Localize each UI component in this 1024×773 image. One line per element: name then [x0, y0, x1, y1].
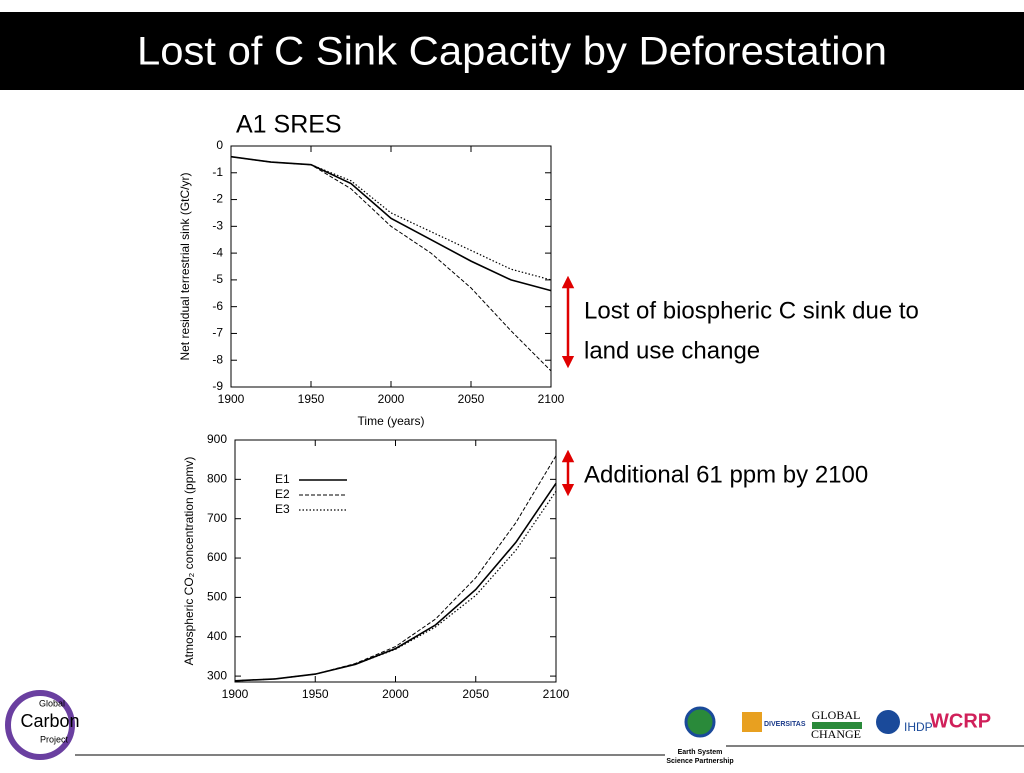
data-line: [234, 455, 557, 682]
y-tick-label: -1: [212, 165, 223, 179]
legend-label: E3: [275, 502, 290, 516]
annotation: land use change: [584, 337, 760, 364]
slide-title: Lost of C Sink Capacity by Deforestation: [137, 30, 887, 74]
logo-text: Project: [40, 734, 69, 744]
logo-globe: [684, 706, 716, 738]
y-tick-label: 0: [216, 138, 223, 152]
essp-logo: Earth System Science Partnership: [666, 706, 734, 765]
y-tick-label: -3: [212, 219, 223, 233]
annotation: Additional 61 ppm by 2100: [584, 461, 868, 488]
x-tick-label: 1900: [218, 392, 245, 406]
logo-text: Earth System: [678, 749, 723, 756]
plot-frame: [230, 145, 552, 388]
x-tick-label: 2000: [378, 392, 405, 406]
y-tick-label: -4: [212, 245, 223, 259]
gcp-logo: Global Carbon Project: [5, 690, 80, 760]
x-tick-label: 1950: [302, 687, 329, 701]
title-bar: [0, 12, 1024, 90]
logo-mark: [742, 712, 762, 732]
y-tick-label: -7: [212, 326, 223, 340]
logo-text: CHANGE: [811, 727, 861, 741]
logo-band: [812, 722, 862, 729]
y-axis-label: Atmospheric CO₂ concentration (ppmv): [182, 457, 196, 666]
logo-text: Carbon: [20, 711, 79, 731]
logo-globe: [876, 710, 900, 734]
x-tick-label: 2100: [543, 687, 570, 701]
annotation: Lost of biospheric C sink due to: [584, 297, 919, 324]
legend-label: E2: [275, 487, 290, 501]
logo-text: WCRP: [930, 710, 991, 732]
logo-text: GLOBAL: [812, 708, 861, 722]
logo-ring: [5, 690, 75, 760]
logo-text: Science Partnership: [666, 758, 733, 765]
x-tick-label: 2000: [382, 687, 409, 701]
y-tick-label: 700: [207, 511, 227, 525]
x-tick-label: 1950: [298, 392, 325, 406]
y-tick-label: -9: [212, 379, 223, 393]
y-tick-label: -6: [212, 299, 223, 313]
y-tick-label: 600: [207, 550, 227, 564]
data-line: [234, 490, 557, 682]
x-tick-label: 2050: [458, 392, 485, 406]
y-tick-label: -8: [212, 352, 223, 366]
data-line: [230, 155, 552, 292]
subtitle: A1 SRES: [236, 111, 342, 139]
y-tick-label: 300: [207, 668, 227, 682]
y-tick-label: 400: [207, 629, 227, 643]
data-line: [230, 156, 552, 281]
logo-text: Global: [39, 698, 65, 708]
y-tick-label: 500: [207, 590, 227, 604]
legend-label: E1: [275, 472, 290, 486]
x-tick-label: 2050: [462, 687, 489, 701]
logo-text: DIVERSITAS: [764, 721, 806, 728]
logo-text: IHDP: [904, 720, 933, 734]
x-tick-label: 1900: [222, 687, 249, 701]
data-line: [230, 156, 552, 372]
y-tick-label: -5: [212, 272, 223, 286]
y-axis-label: Net residual terrestrial sink (GtC/yr): [178, 172, 192, 360]
x-axis-label: Time (years): [358, 414, 425, 428]
x-tick-label: 2100: [538, 392, 565, 406]
y-tick-label: 800: [207, 472, 227, 486]
y-tick-label: -2: [212, 192, 223, 206]
y-tick-label: 900: [207, 432, 227, 446]
